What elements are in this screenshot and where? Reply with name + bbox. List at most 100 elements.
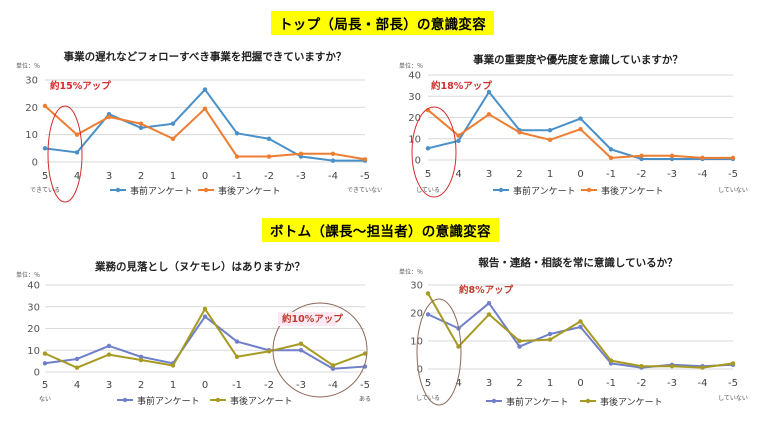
legend-marker (585, 398, 591, 404)
data-point (700, 155, 705, 161)
x-tick-label: 1 (547, 169, 553, 180)
data-point (298, 341, 304, 346)
data-point (362, 351, 368, 356)
data-point (298, 151, 304, 156)
data-point (486, 89, 492, 95)
data-point (608, 147, 614, 152)
data-point (578, 116, 583, 121)
data-point (486, 112, 492, 117)
data-point (234, 354, 240, 359)
chart-title: 報告・連絡・相談を常に意識しているか？ (478, 256, 677, 269)
data-point (730, 361, 736, 366)
x-tick-label: -3 (667, 378, 677, 389)
data-point (106, 352, 112, 357)
data-point (456, 138, 461, 144)
axis-caption-left: ない (39, 396, 51, 403)
y-tick-label: 0 (34, 368, 40, 379)
x-tick-label: -5 (728, 378, 738, 389)
y-tick-label: 20 (408, 113, 421, 124)
legend-label: 事前アンケート (130, 185, 193, 197)
x-tick-label: -1 (232, 380, 242, 391)
y-tick-label: 0 (32, 158, 38, 169)
x-tick-label: 4 (455, 378, 461, 389)
data-point (330, 363, 336, 368)
annotation-label: 約8%アップ (459, 284, 514, 296)
data-point (106, 343, 112, 349)
y-tick-label: 30 (25, 76, 38, 87)
data-point (170, 363, 176, 368)
x-tick-label: -2 (637, 378, 647, 389)
legend-marker (215, 397, 221, 403)
x-tick-label: 0 (577, 378, 583, 389)
data-point (639, 153, 644, 158)
x-tick-label: 1 (547, 378, 553, 389)
data-point (486, 312, 492, 317)
data-point (74, 150, 80, 155)
y-tick-label: 30 (408, 92, 421, 103)
legend-label: 事前アンケート (137, 395, 200, 407)
legend-marker (498, 187, 504, 193)
legend-label: 事前アンケート (513, 185, 576, 197)
data-point (425, 146, 431, 151)
x-tick-label: 5 (425, 169, 431, 180)
axis-caption-right: ある (359, 396, 371, 403)
data-point (547, 128, 553, 133)
axis-caption-right: できていない (347, 187, 382, 194)
x-tick-label: 3 (106, 380, 112, 391)
annotation-label: 約10%アップ (282, 313, 343, 325)
data-point (669, 156, 675, 162)
data-point (486, 301, 492, 306)
data-point (669, 364, 675, 369)
x-tick-label: 2 (138, 171, 144, 182)
data-point (700, 365, 705, 370)
data-point (234, 131, 240, 136)
x-tick-label: 4 (74, 171, 80, 182)
y-tick-label: 10 (408, 134, 421, 145)
data-point (266, 136, 272, 141)
x-tick-label: -4 (328, 171, 338, 182)
x-tick-label: 5 (42, 171, 48, 182)
unit-label: 単位：％ (16, 271, 40, 279)
x-tick-label: -1 (606, 378, 616, 389)
data-point (456, 133, 461, 138)
legend-marker (586, 187, 592, 193)
x-tick-label: -5 (360, 380, 370, 391)
data-point (266, 349, 272, 354)
highlight-ellipse (272, 302, 368, 398)
data-point (170, 136, 176, 141)
unit-label: 単位：％ (399, 268, 423, 276)
x-tick-label: 5 (42, 380, 48, 391)
data-point (330, 366, 336, 371)
series-line-after (427, 292, 734, 369)
x-tick-label: 0 (577, 169, 583, 180)
y-tick-label: 30 (27, 302, 40, 313)
data-point (138, 121, 144, 126)
data-point (578, 126, 583, 132)
data-point (42, 103, 48, 109)
data-point (517, 130, 522, 135)
x-tick-label: 1 (170, 171, 176, 182)
data-point (234, 339, 240, 344)
data-point (106, 114, 112, 120)
data-point (74, 365, 80, 370)
data-point (517, 344, 522, 349)
data-point (669, 153, 675, 158)
x-tick-label: 0 (202, 380, 208, 391)
y-tick-label: 0 (417, 365, 423, 376)
legend-label: 事後アンケート (601, 185, 664, 197)
y-tick-label: 10 (410, 337, 423, 348)
data-point (578, 319, 583, 324)
data-point (547, 137, 553, 143)
data-point (202, 106, 208, 111)
section-banner-top: トップ（局長・部長）の意識変容 (271, 11, 494, 35)
section-banner-bottom: ボトム（課長～担当者）の意識変容 (262, 218, 499, 242)
data-point (639, 364, 644, 369)
x-tick-label: 2 (516, 169, 522, 180)
x-tick-label: -1 (232, 171, 242, 182)
x-tick-label: 3 (486, 169, 492, 180)
y-tick-label: 0 (415, 156, 421, 167)
annotation-label: 約15%アップ (50, 80, 111, 92)
